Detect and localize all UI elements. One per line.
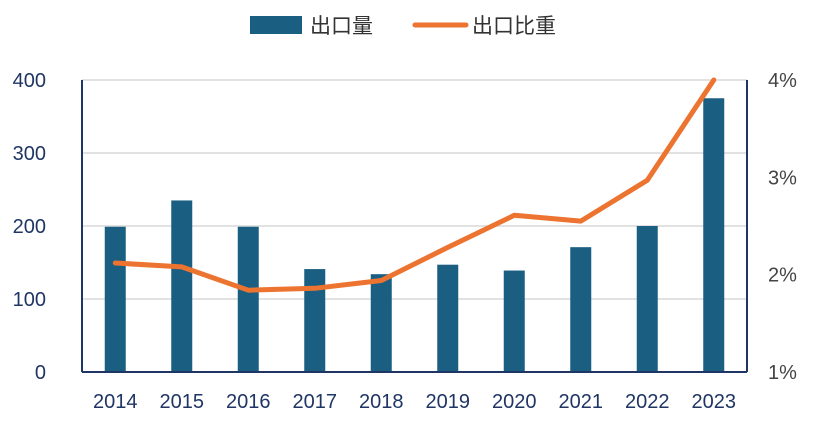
left-tick-label-300: 300 (13, 143, 46, 165)
right-tick-label-1: 1% (768, 362, 797, 384)
legend-label-export-volume: 出口量 (310, 14, 373, 38)
legend-label-export-share: 出口比重 (472, 14, 556, 38)
left-tick-label-0: 0 (35, 362, 46, 384)
x-axis-ticks: 2014 2015 2016 2017 2018 2019 2020 2021 2022 2023 (93, 391, 736, 413)
x-tick-label-2021: 2021 (559, 391, 604, 413)
bar-2015 (171, 200, 193, 372)
right-tick-label-2: 2% (768, 265, 797, 287)
x-tick-label-2017: 2017 (293, 391, 338, 413)
x-tick-label-2015: 2015 (160, 391, 205, 413)
line-series-export-share (112, 77, 717, 293)
right-tick-label-3: 3% (768, 167, 797, 189)
x-tick-label-2018: 2018 (359, 391, 404, 413)
bar-2020 (503, 270, 525, 372)
right-axis-ticks: 1% 2% 3% 4% (768, 70, 797, 384)
legend: 出口量 出口比重 (250, 14, 556, 38)
x-tick-label-2023: 2023 (692, 391, 737, 413)
x-tick-label-2022: 2022 (625, 391, 670, 413)
bar-2014 (104, 226, 126, 372)
x-tick-label-2014: 2014 (93, 391, 138, 413)
bar-2019 (437, 264, 459, 372)
gridlines (82, 79, 747, 300)
legend-swatch-export-volume (250, 16, 302, 34)
left-tick-label-100: 100 (13, 289, 46, 311)
bar-2022 (636, 226, 658, 372)
bar-2023 (703, 98, 725, 372)
bar-series-export-volume (104, 98, 725, 372)
x-tick-label-2019: 2019 (426, 391, 471, 413)
bar-2018 (370, 274, 392, 372)
axes (81, 80, 748, 373)
bar-2021 (570, 247, 592, 372)
bar-2017 (304, 269, 326, 372)
left-tick-label-400: 400 (13, 70, 46, 92)
right-tick-label-4: 4% (768, 70, 797, 92)
bar-2016 (237, 226, 259, 372)
x-tick-label-2016: 2016 (226, 391, 271, 413)
line-export-share (112, 77, 717, 293)
x-tick-label-2020: 2020 (492, 391, 537, 413)
left-axis-ticks: 0 100 200 300 400 (13, 70, 46, 384)
left-tick-label-200: 200 (13, 216, 46, 238)
